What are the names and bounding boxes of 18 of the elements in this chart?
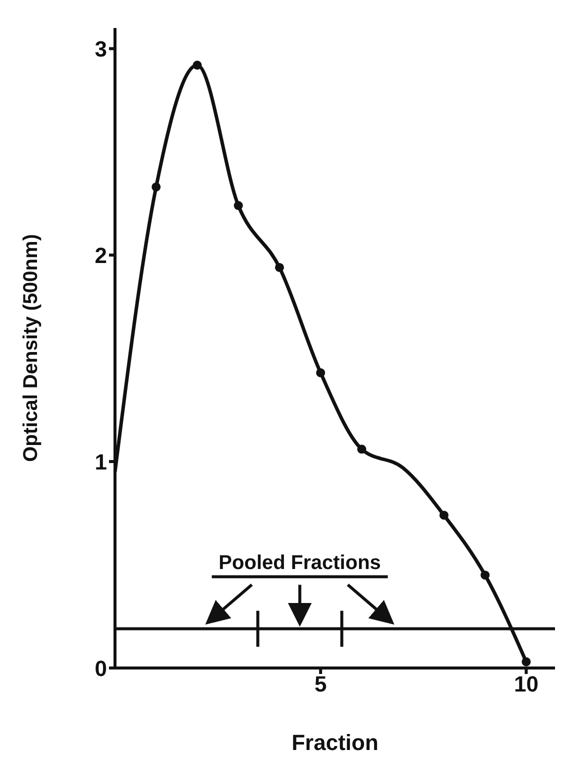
x-tick-label: 10: [514, 672, 538, 697]
point: [357, 444, 366, 454]
y-tick-label: 3: [94, 36, 107, 62]
point: [152, 182, 161, 192]
x-axis-title: Fraction: [292, 730, 378, 755]
point: [316, 368, 326, 378]
point: [274, 262, 284, 272]
point: [522, 657, 531, 666]
point: [192, 60, 202, 70]
y-tick-label: 1: [94, 449, 107, 474]
x-tick-label: 5: [314, 672, 327, 697]
y-tick-label: 0: [94, 656, 107, 681]
y-axis-title: Optical Density (500nm): [20, 234, 42, 462]
point: [439, 510, 448, 520]
annotation: Pooled Fractions: [218, 552, 381, 574]
point: [480, 570, 490, 580]
point: [234, 201, 243, 210]
y-tick-label: 2: [94, 242, 107, 268]
